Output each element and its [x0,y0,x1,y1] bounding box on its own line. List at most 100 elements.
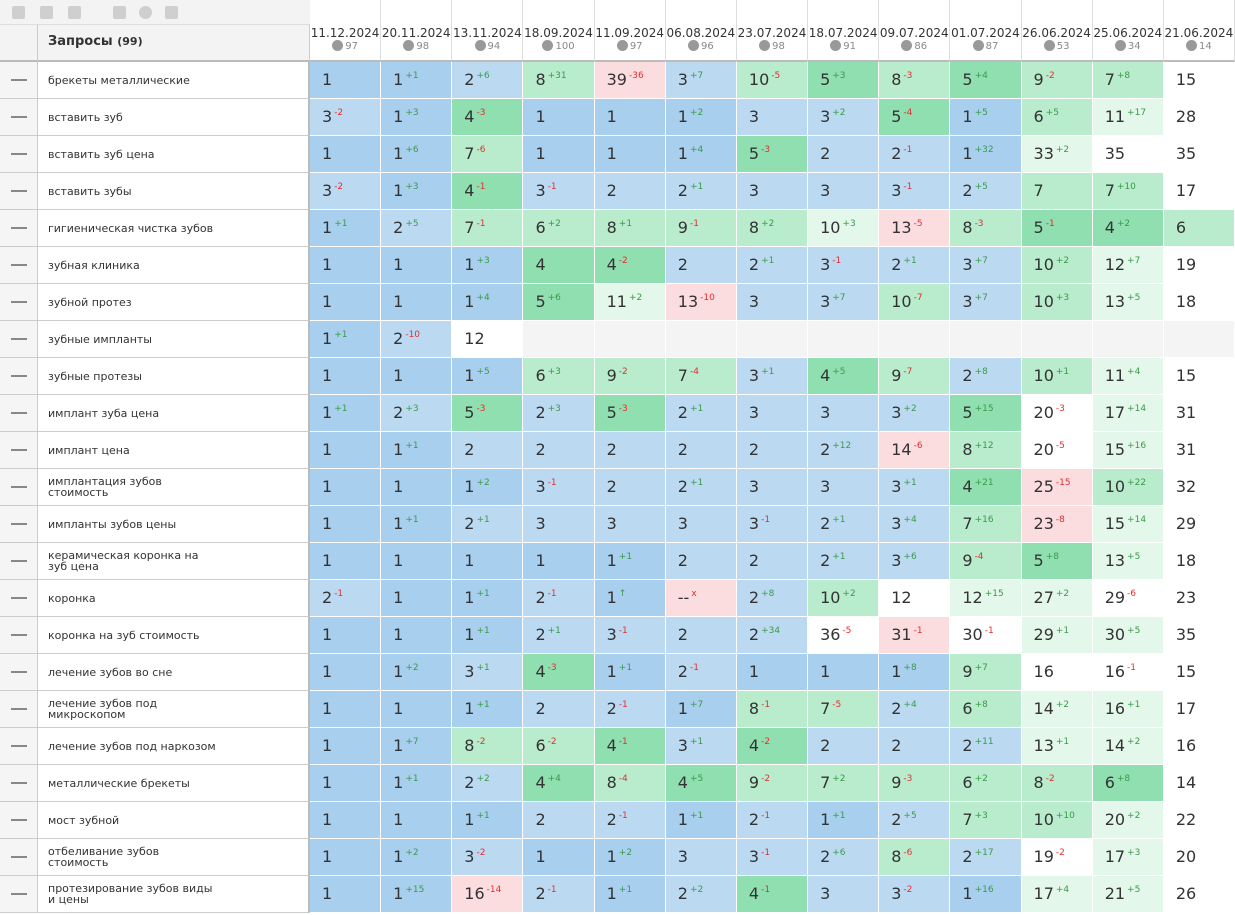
position: 16 [1104,699,1126,718]
position-cell: 1 [310,543,382,580]
position-cell: 2 [736,543,809,580]
row-handle[interactable] [0,321,38,358]
percent: 87 [985,41,999,52]
row-handle[interactable] [0,617,38,654]
date-column-header[interactable]: 18.07.2024 91 [808,0,880,62]
position-cell: 29 +1 [1021,617,1093,654]
calendar-icon[interactable] [113,6,126,19]
sort-icon[interactable] [12,6,25,19]
date: 11.09.2024 [595,26,665,40]
position-cell: 2 [452,432,524,469]
position: 1 [464,292,475,311]
position: 5 [1033,551,1044,570]
row-handle[interactable] [0,802,38,839]
row-handle[interactable] [0,580,38,617]
position: 2 [677,255,688,274]
row-handle[interactable] [0,358,38,395]
row-handle[interactable] [0,876,38,913]
position: 3 [748,514,760,533]
date-column-header[interactable]: 11.09.2024 97 [594,0,666,62]
position-change: +2 [405,663,419,673]
position: 15 [1104,440,1126,459]
row-handle[interactable] [0,284,38,321]
position-cell: 3 [736,284,809,321]
position: 2 [677,625,688,644]
row-handle[interactable] [0,173,38,210]
date-column-header[interactable]: 23.07.2024 98 [736,0,809,62]
query-cell: гигиеническая чистка зубов [38,210,310,247]
toggle-icon[interactable] [40,6,53,19]
row-handle[interactable] [0,469,38,506]
position-change: -1 [547,885,557,895]
position: 20 [1033,403,1054,422]
date-column-header[interactable]: 18.09.2024 100 [523,0,595,62]
row-handle[interactable] [0,691,38,728]
position: 7 [1033,181,1044,200]
position-cell: 2 [665,617,737,654]
date-column-header[interactable]: 26.06.2024 53 [1021,0,1093,62]
date-column-header[interactable]: 13.11.2024 94 [452,0,524,62]
row-handle[interactable] [0,839,38,876]
row-handle[interactable] [0,765,38,802]
position-cell [1092,321,1164,358]
date-column-header[interactable]: 09.07.2024 86 [879,0,951,62]
row-handle[interactable] [0,247,38,284]
query-cell: имплант зуба цена [38,395,310,432]
position: 9 [606,366,617,385]
row-handle[interactable] [0,210,38,247]
row-handle[interactable] [0,654,38,691]
position-cell: 1 [381,691,453,728]
position: 1 [464,477,475,496]
row-handle[interactable] [0,62,38,99]
query-cell: имплантация зубов стоимость [38,469,310,506]
position-cell: 3 +1 [452,654,524,691]
position-change: +2 [903,404,917,414]
position-cell: 2 -1 [594,691,666,728]
query-cell: импланты зубов цены [38,506,310,543]
date-column-header[interactable]: 01.07.2024 87 [950,0,1022,62]
position: 2 [891,810,902,829]
link-icon[interactable] [68,6,81,19]
font-icon[interactable] [165,6,178,19]
contrast-icon[interactable] [139,6,152,19]
position-change: +7 [1127,256,1141,266]
position: 1 [464,699,475,718]
position: 35 [1104,144,1126,163]
row-handle[interactable] [0,506,38,543]
row-handle[interactable] [0,432,38,469]
date: 26.06.2024 [1022,26,1091,40]
position-change: -4 [903,108,913,118]
position-change: +3 [547,404,561,414]
date-column-header[interactable]: 20.11.2024 98 [381,0,453,62]
position-cell: 2 +8 [950,358,1022,395]
position-cell: 1 +6 [381,136,453,173]
query: коронка [48,591,96,605]
position: 9 [748,773,760,792]
date-column-header[interactable]: 21.06.2024 14 [1163,0,1235,62]
position: 2 [962,366,973,385]
position-cell: 1 [381,284,453,321]
row-handle[interactable] [0,99,38,136]
row-handle[interactable] [0,543,38,580]
date-column-header[interactable]: 06.08.2024 96 [665,0,737,62]
position-change: +17 [974,848,994,858]
position-cell: 8 -3 [950,210,1022,247]
position-cell: 1 [736,654,809,691]
position-cell: 7 +8 [1092,62,1164,99]
position: 4 [820,366,831,385]
position-change: +1 [832,811,846,821]
percent-icon [1114,40,1126,51]
position-cell: 1 +1 [808,802,880,839]
query: зубная клиника [48,258,140,272]
position: 2 [748,588,760,607]
date-column-header[interactable]: 25.06.2024 34 [1092,0,1164,62]
row-handle[interactable] [0,395,38,432]
row-handle[interactable] [0,136,38,173]
position-cell: 2 [665,432,737,469]
query-header[interactable]: Запросы (99) [38,25,310,62]
position: 6 [1104,773,1115,792]
date-column-header[interactable]: 11.12.2024 97 [310,0,382,62]
position-change: -2 [547,737,557,747]
position-change: +1 [476,811,490,821]
row-handle[interactable] [0,728,38,765]
